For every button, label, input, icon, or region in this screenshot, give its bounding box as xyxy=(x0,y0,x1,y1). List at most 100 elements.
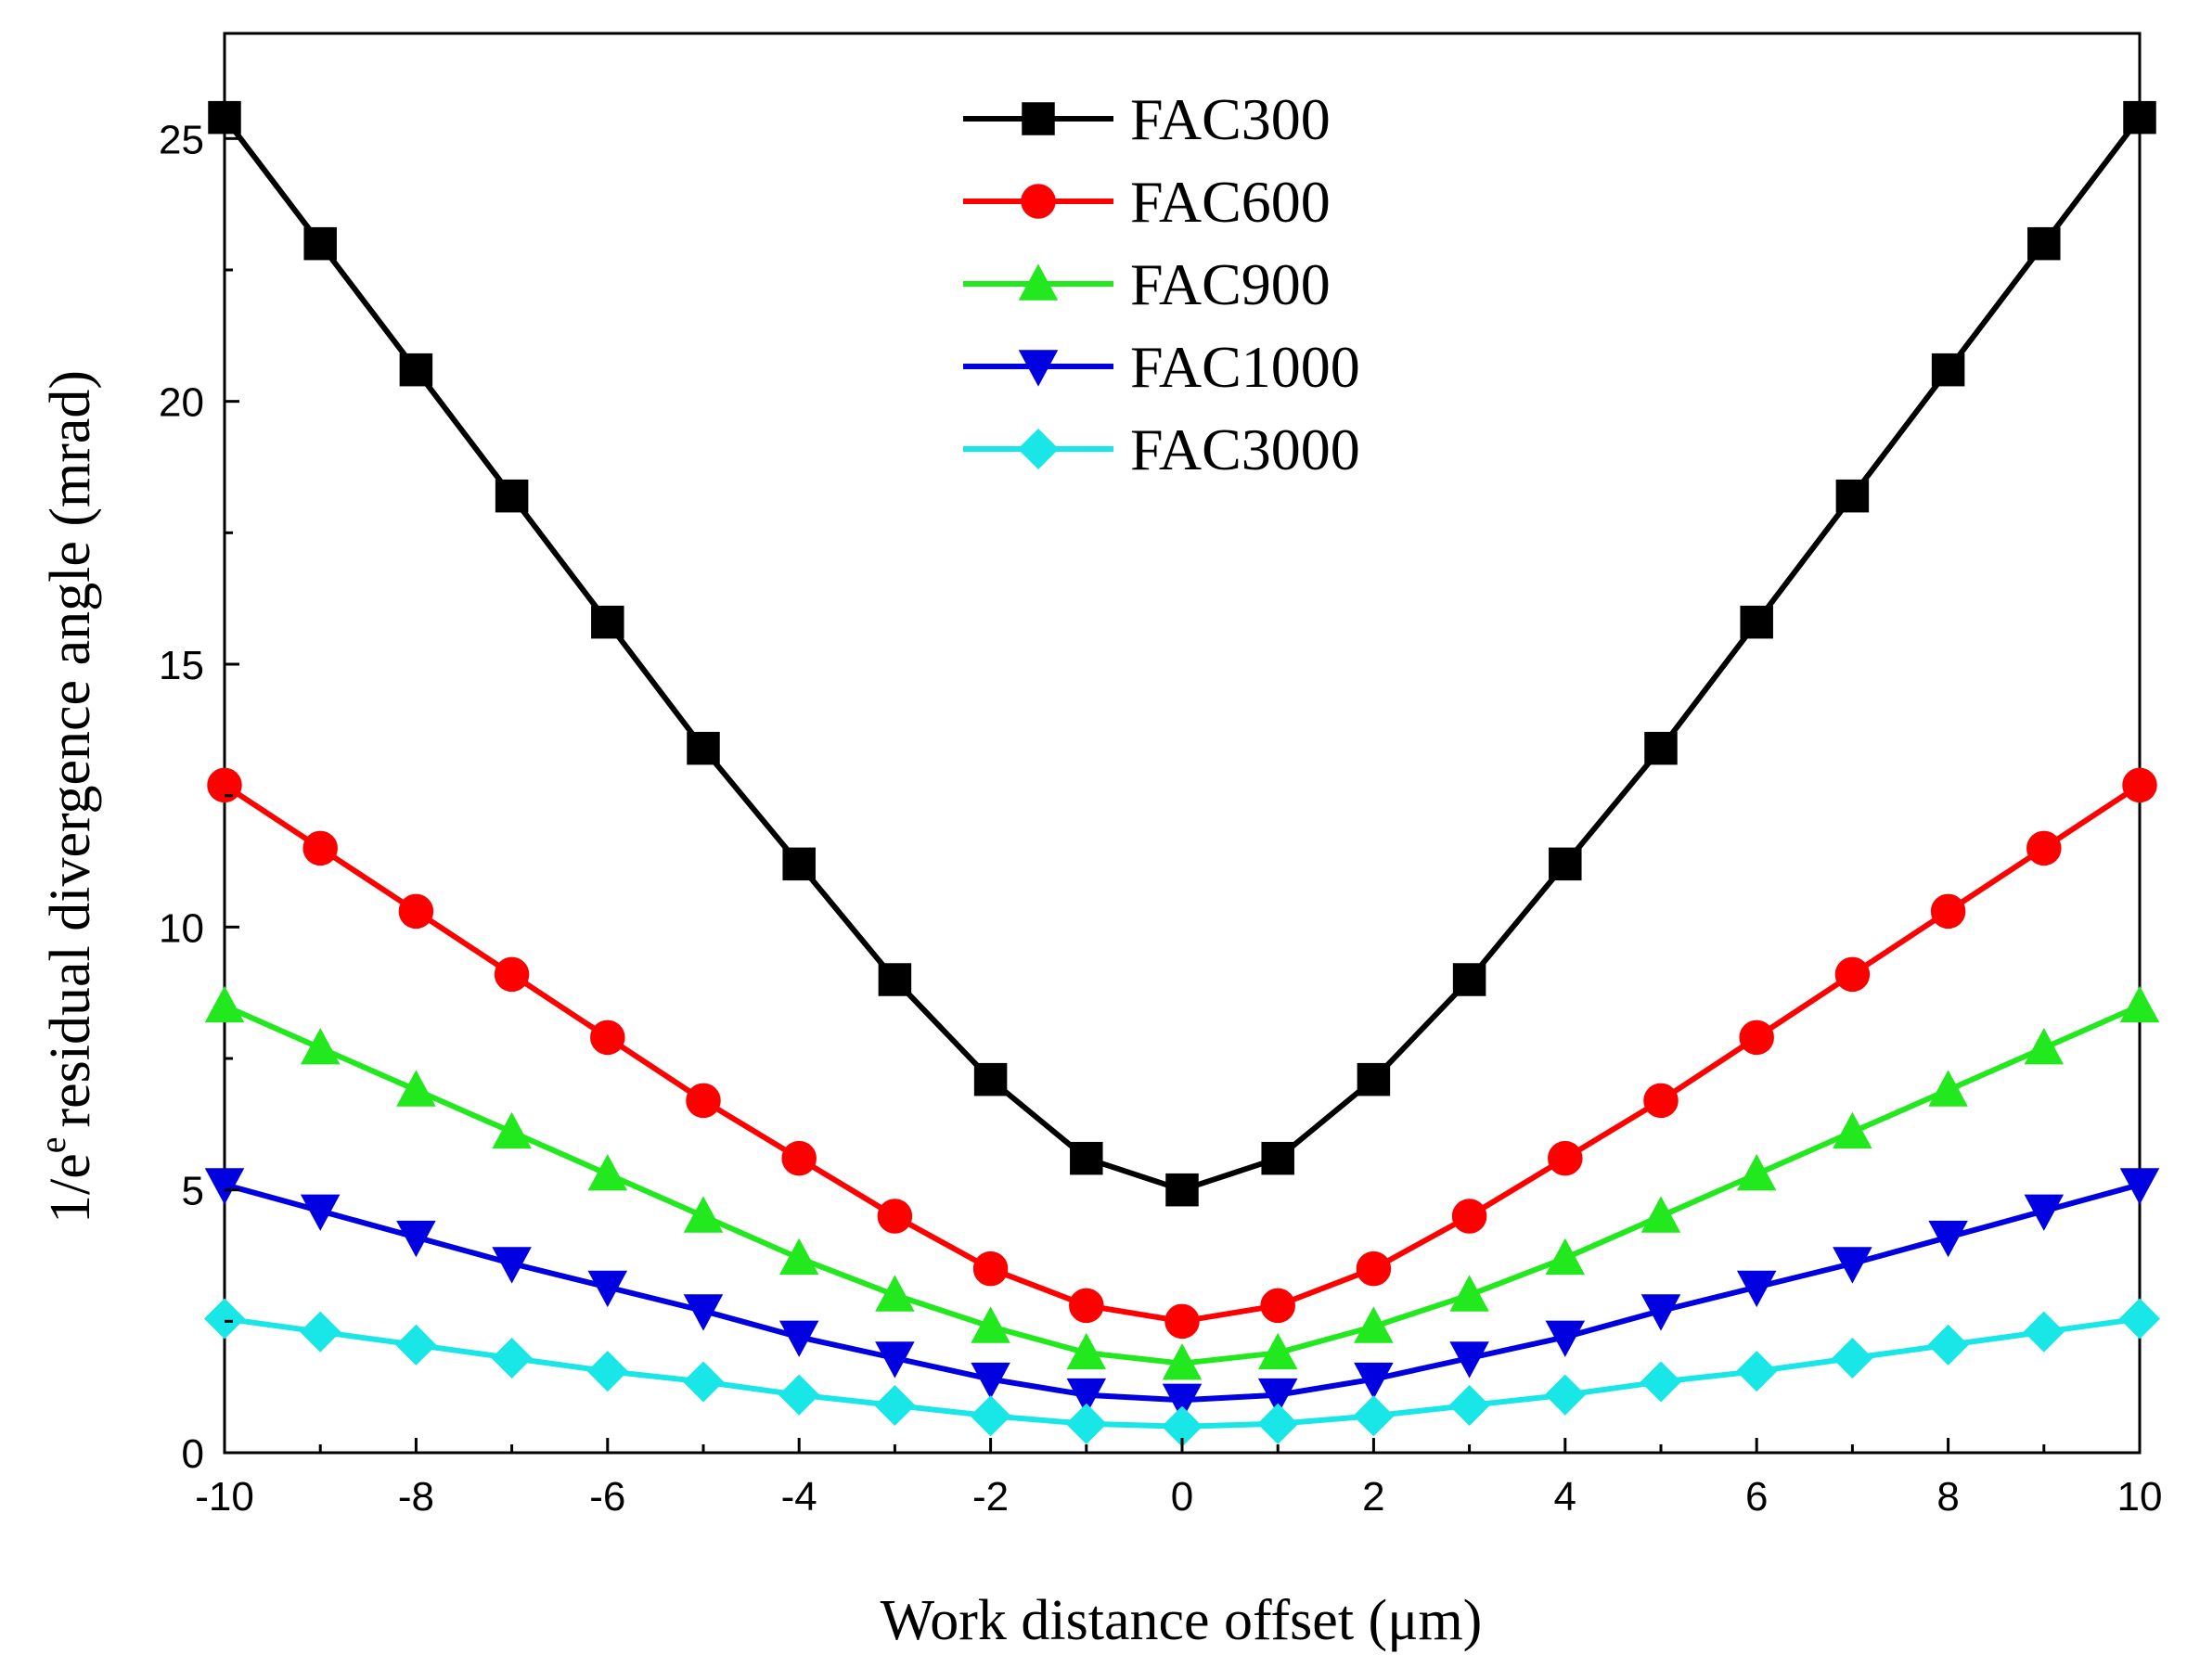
data-point-fac900 xyxy=(1736,1154,1777,1191)
data-point-fac600 xyxy=(686,1083,721,1119)
data-point-fac1000 xyxy=(2119,1168,2160,1205)
y-axis-label-main: residual divergence angle (mrad) xyxy=(39,370,102,1128)
y-axis-label-superscript: e xyxy=(32,1137,73,1154)
data-point-fac900 xyxy=(1162,1343,1203,1380)
x-tick-label: 8 xyxy=(1936,1474,1959,1520)
data-point-fac3000 xyxy=(2023,1311,2065,1353)
data-point-fac1000 xyxy=(875,1341,915,1379)
data-point-fac3000 xyxy=(2118,1298,2161,1340)
x-tick-label: -6 xyxy=(589,1474,625,1520)
legend-label: FAC3000 xyxy=(1130,417,1360,482)
data-point-fac3000 xyxy=(874,1384,916,1427)
series-layer xyxy=(203,100,2161,1447)
x-tick-label: 6 xyxy=(1745,1474,1768,1520)
x-tick-label: -4 xyxy=(781,1474,817,1520)
data-point-fac3000 xyxy=(1257,1403,1299,1444)
y-axis-label: 1/ee residual divergence angle (mrad) xyxy=(32,370,102,1224)
legend-marker xyxy=(1018,263,1059,301)
data-point-fac600 xyxy=(1164,1303,1200,1340)
data-point-fac600 xyxy=(1643,1083,1679,1119)
data-point-fac3000 xyxy=(395,1324,437,1366)
data-point-fac3000 xyxy=(1544,1374,1586,1416)
data-point-fac300 xyxy=(1165,1173,1199,1207)
plot-area-border xyxy=(223,32,2142,1455)
data-point-fac3000 xyxy=(1832,1337,1873,1379)
data-point-fac300 xyxy=(2027,226,2061,261)
y-tick-label: 5 xyxy=(182,1169,204,1214)
data-point-fac900 xyxy=(1928,1070,1968,1107)
series-line-fac600 xyxy=(223,782,2142,1325)
data-point-fac600 xyxy=(1930,893,1966,930)
data-point-fac300 xyxy=(1931,353,1965,387)
x-tick-label: -10 xyxy=(195,1474,254,1520)
data-point-fac600 xyxy=(398,893,434,930)
series-fac3000 xyxy=(203,1298,2161,1447)
data-point-fac900 xyxy=(1257,1332,1298,1370)
data-point-fac900 xyxy=(396,1070,436,1107)
data-point-fac3000 xyxy=(1353,1395,1395,1437)
legend-label: FAC300 xyxy=(1130,86,1331,152)
data-point-fac600 xyxy=(2026,830,2062,866)
data-point-fac3000 xyxy=(1448,1384,1490,1427)
data-point-fac300 xyxy=(2123,100,2156,135)
data-point-fac3000 xyxy=(1065,1403,1107,1444)
data-point-fac600 xyxy=(1069,1288,1104,1324)
legend-label: FAC600 xyxy=(1130,169,1331,235)
legend-marker xyxy=(1021,184,1056,219)
series-fac900 xyxy=(204,985,2160,1380)
data-point-fac300 xyxy=(687,731,720,765)
data-point-fac900 xyxy=(1833,1111,1872,1149)
data-point-fac1000 xyxy=(1833,1247,1872,1284)
data-point-fac600 xyxy=(1834,956,1871,993)
legend-label: FAC900 xyxy=(1130,251,1331,317)
data-point-fac900 xyxy=(587,1154,628,1191)
x-tick-label: 10 xyxy=(2117,1474,2163,1520)
data-point-fac300 xyxy=(1452,963,1486,996)
data-point-fac300 xyxy=(1357,1062,1391,1096)
legend-marker xyxy=(1018,350,1059,387)
legend-marker xyxy=(1017,428,1060,470)
data-point-fac1000 xyxy=(1257,1378,1298,1416)
data-point-fac900 xyxy=(778,1238,819,1276)
data-point-fac1000 xyxy=(1066,1378,1107,1416)
data-point-fac3000 xyxy=(300,1311,341,1353)
x-tick-label: 0 xyxy=(1171,1474,1193,1520)
data-point-fac900 xyxy=(1066,1332,1107,1370)
data-point-fac1000 xyxy=(1449,1341,1489,1379)
data-point-fac1000 xyxy=(1640,1294,1681,1331)
data-point-fac600 xyxy=(207,767,242,803)
data-point-fac1000 xyxy=(1928,1220,1968,1258)
data-point-fac900 xyxy=(683,1196,724,1233)
data-point-fac1000 xyxy=(396,1220,436,1258)
data-point-fac1000 xyxy=(778,1320,819,1357)
data-point-fac3000 xyxy=(1736,1351,1778,1392)
legend-item-fac900: FAC900 xyxy=(963,251,1331,317)
x-tick-label: -2 xyxy=(972,1474,1009,1520)
data-point-fac300 xyxy=(591,605,624,639)
x-tick-label: -8 xyxy=(398,1474,434,1520)
y-axis: 0 5 10 15 20 25 xyxy=(159,117,239,1477)
data-point-fac600 xyxy=(1356,1250,1392,1287)
data-point-fac900 xyxy=(875,1275,915,1312)
data-point-fac3000 xyxy=(586,1351,628,1392)
legend-item-fac1000: FAC1000 xyxy=(963,334,1360,400)
data-point-fac600 xyxy=(302,830,338,866)
data-point-fac900 xyxy=(2024,1028,2065,1065)
data-point-fac900 xyxy=(1640,1196,1681,1233)
data-point-fac1000 xyxy=(300,1194,341,1231)
data-point-fac3000 xyxy=(203,1298,246,1340)
legend-marker xyxy=(1022,102,1055,135)
data-point-fac300 xyxy=(1261,1141,1294,1175)
y-tick-label: 15 xyxy=(159,643,204,688)
data-point-fac600 xyxy=(494,956,530,993)
data-point-fac1000 xyxy=(1545,1320,1586,1357)
x-axis: -10 -8 -6 -4 -2 0 2 4 6 8 10 xyxy=(195,1438,2162,1520)
data-point-fac600 xyxy=(781,1140,817,1176)
data-point-fac900 xyxy=(1449,1275,1489,1312)
data-point-fac3000 xyxy=(778,1374,820,1416)
data-point-fac1000 xyxy=(1736,1270,1777,1308)
data-point-fac3000 xyxy=(1927,1324,1969,1366)
data-point-fac900 xyxy=(204,985,245,1023)
data-point-fac1000 xyxy=(1354,1362,1394,1400)
data-point-fac300 xyxy=(1549,847,1582,881)
